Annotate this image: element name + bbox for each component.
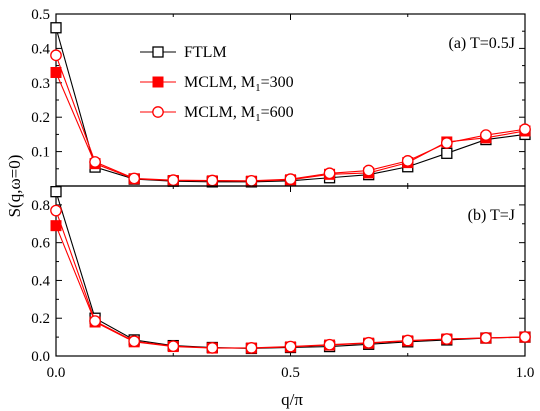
legend-marker-1	[152, 76, 164, 88]
y-tick-label-b: 0.2	[31, 311, 50, 327]
data-point-b-2	[401, 334, 414, 347]
data-point-b-1	[50, 220, 62, 232]
panel-label-a: (a) T=0.5J	[449, 35, 516, 52]
data-point-b-2	[519, 331, 531, 343]
data-point-b-2	[362, 336, 375, 349]
x-tick-label: 1.0	[516, 365, 535, 381]
y-tick-label-a: 0.1	[31, 145, 50, 161]
data-point-b-2	[245, 342, 258, 354]
data-point-b-2	[50, 204, 62, 217]
data-point-b-0	[50, 186, 62, 198]
y-tick-label-b: 0.0	[31, 349, 50, 365]
series-a-2	[50, 49, 531, 187]
y-tick-label-b: 0.6	[31, 236, 50, 252]
data-point-a-0	[441, 147, 453, 159]
panel-a: 0.1 0.2 0.3 0.4 0.5 (a) T=0.5J FTLM MCLM, M1=30…	[31, 7, 531, 188]
data-point-a-2	[362, 164, 375, 177]
y-axis-label: S(q,ω=0)	[5, 155, 24, 218]
data-point-b-2	[206, 342, 219, 354]
data-point-a-2	[50, 49, 62, 62]
data-point-a-2	[167, 174, 180, 187]
legend-label-2: MCLM, M1=600	[184, 104, 294, 124]
data-point-a-2	[401, 155, 414, 167]
series-b-0	[50, 186, 531, 355]
y-tick-label-b: 0.4	[31, 273, 50, 289]
series-line-b-2	[55, 210, 526, 349]
data-point-a-0	[50, 22, 62, 34]
data-point-b-2	[89, 315, 101, 327]
panel-label-b: (b) T=J	[468, 207, 515, 224]
data-point-a-2	[284, 173, 297, 185]
y-tick-label-a: 0.5	[31, 7, 50, 23]
data-point-a-1	[50, 66, 62, 78]
plot-frame-b	[55, 185, 526, 357]
data-point-b-2	[480, 332, 492, 344]
data-point-b-2	[167, 340, 180, 353]
legend-marker-0	[152, 46, 164, 58]
data-point-b-2	[128, 335, 141, 348]
legend-label-0: FTLM	[184, 44, 227, 61]
data-point-a-2	[323, 167, 336, 180]
panel-b: 0.0 0.2 0.4 0.6 0.8 0.0 0.5 1.0 (b) T=J	[31, 185, 535, 381]
legend-entry-2: MCLM, M1=600	[140, 104, 294, 124]
legend-entry-0: FTLM	[140, 44, 227, 61]
data-point-a-2	[519, 123, 531, 136]
data-point-b-2	[284, 340, 297, 353]
series-line-b-0	[55, 191, 526, 349]
legend-label-1: MCLM, M1=300	[184, 74, 294, 94]
y-tick-label-b: 0.8	[31, 198, 50, 214]
legend-marker-2	[152, 106, 164, 118]
data-point-a-2	[206, 174, 219, 187]
y-tick-label-a: 0.3	[31, 76, 50, 92]
legend-entry-1: MCLM, M1=300	[140, 74, 294, 94]
x-axis-label: q/π	[281, 390, 303, 409]
series-b-2	[50, 204, 531, 354]
data-point-a-2	[440, 137, 453, 149]
data-point-b-2	[440, 333, 453, 345]
y-tick-label-a: 0.2	[31, 110, 50, 126]
series-line-b-1	[55, 225, 526, 349]
data-point-a-2	[89, 156, 101, 168]
data-point-a-2	[245, 174, 258, 187]
data-point-b-2	[323, 338, 336, 351]
data-point-a-2	[128, 172, 141, 185]
x-tick-label: 0.5	[281, 365, 300, 381]
legend: FTLM MCLM, M1=300 MCLM, M1=600	[140, 44, 294, 124]
x-tick-label: 0.0	[47, 365, 66, 381]
y-tick-label-a: 0.4	[31, 41, 50, 57]
data-point-a-2	[480, 129, 492, 141]
